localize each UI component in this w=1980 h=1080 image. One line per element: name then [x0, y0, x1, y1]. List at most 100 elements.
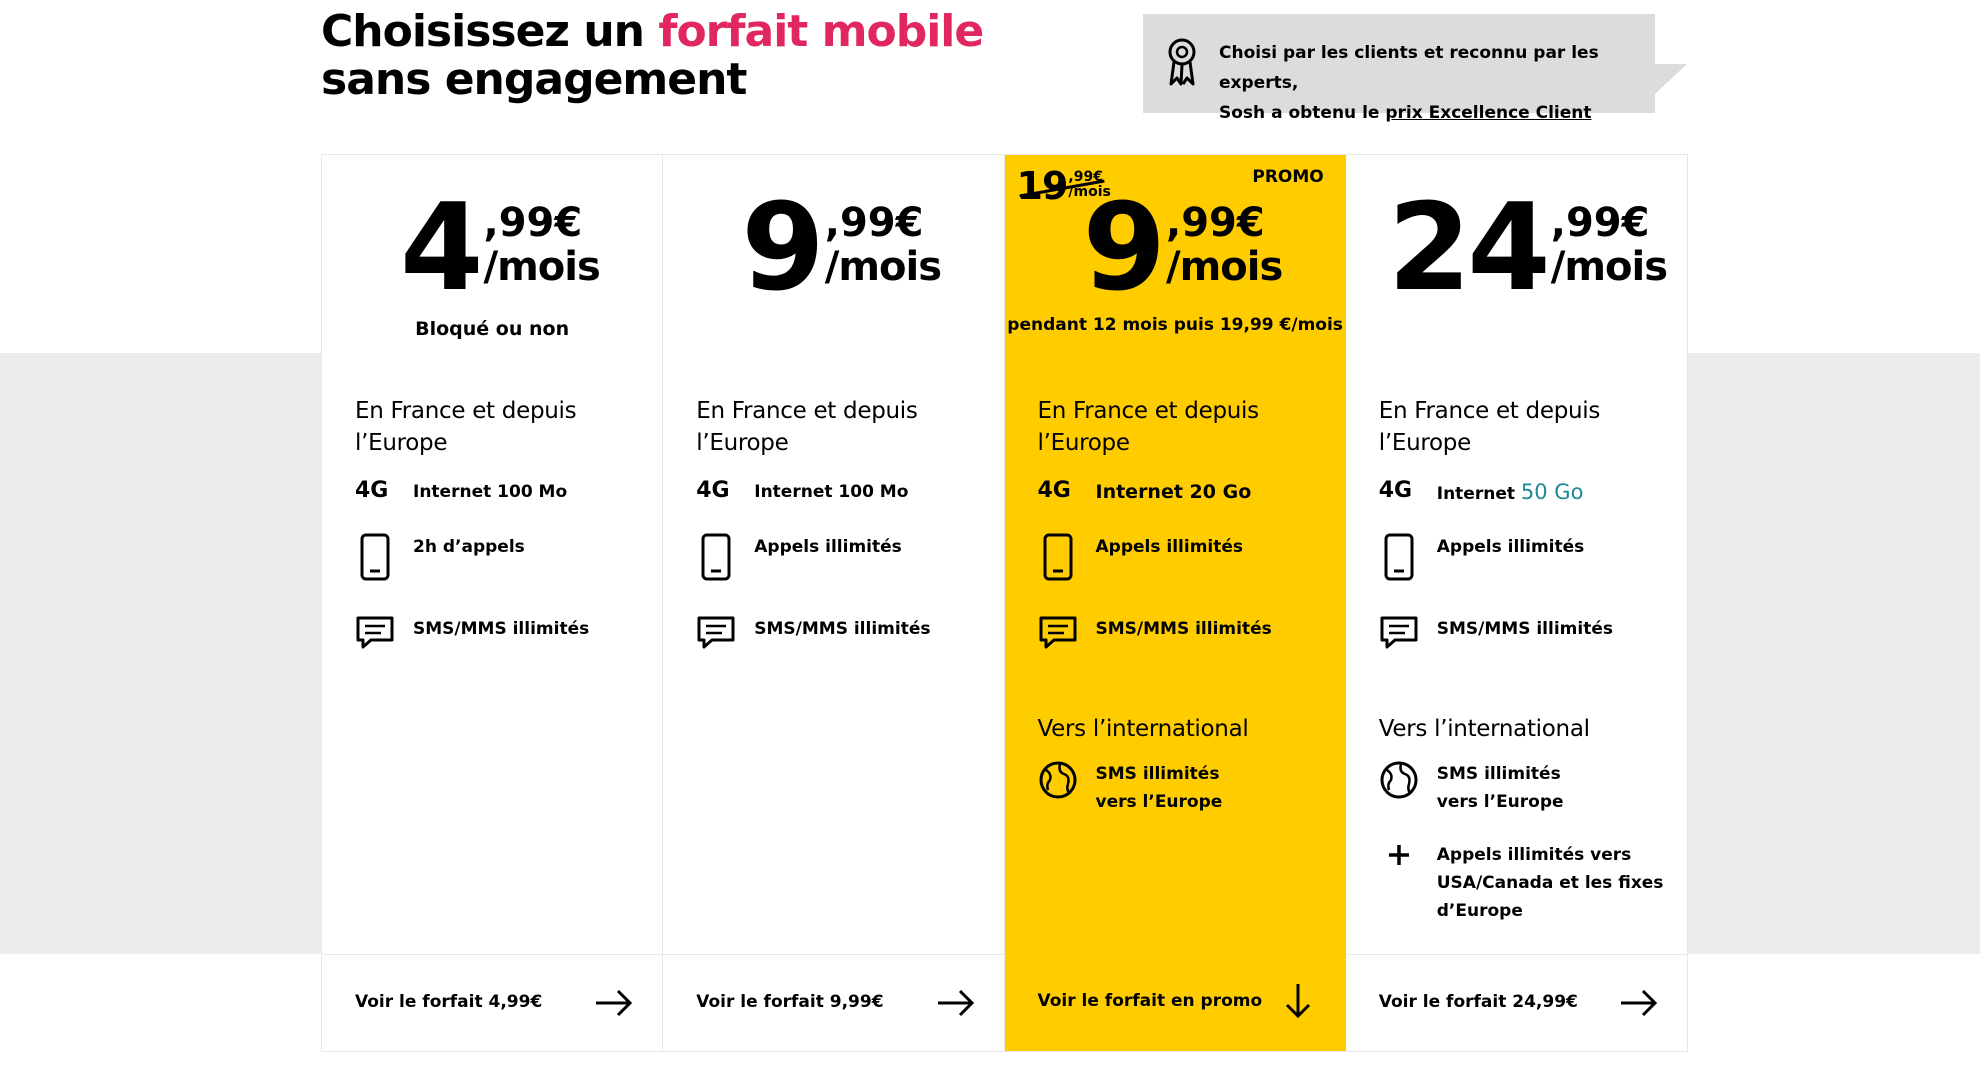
see-plan-promo-button[interactable]: Voir le forfait en promo — [1005, 954, 1346, 1051]
see-plan-9-99-button[interactable]: Voir le forfait 9,99€ — [663, 954, 1004, 1051]
feature-internet: 4G Internet 50 Go — [1379, 478, 1669, 508]
chat-bubble-icon — [1038, 615, 1078, 665]
internet-text: Internet 100 Mo — [754, 482, 909, 502]
promo-badge: PROMO — [1252, 167, 1324, 187]
price-subtitle: pendant 12 mois puis 19,99 €/mois — [1007, 315, 1343, 335]
calls-text: Appels illimités — [1095, 537, 1244, 557]
feature-sms: SMS/MMS illimités — [1379, 615, 1669, 665]
title-accent: forfait mobile — [658, 6, 984, 57]
cta-label: Voir le forfait en promo — [1037, 991, 1263, 1011]
award-text: Choisi par les clients et reconnu par le… — [1219, 38, 1649, 128]
price-integer: 9 — [741, 179, 824, 318]
cta-label: Voir le forfait 4,99€ — [355, 992, 543, 1012]
feature-calls: Appels illimités — [696, 533, 986, 583]
internet-value: 20 Go — [1189, 481, 1252, 503]
price: 9 ,99€ /mois — [1005, 189, 1346, 309]
arrow-right-icon — [937, 989, 974, 1017]
intl-calls-text: Appels illimités vers USA/Canada et les … — [1436, 845, 1664, 921]
feature-calls: Appels illimités — [1038, 533, 1328, 583]
section-france-europe: En France et depuis l’Europe — [696, 398, 918, 456]
price-period: /mois — [1550, 244, 1668, 290]
smartphone-icon — [1379, 533, 1419, 583]
feature-sms: SMS/MMS illimités — [1038, 615, 1328, 665]
internet-value: 50 Go — [1520, 480, 1584, 504]
plan-card-4-99: 4 ,99€ /mois Bloqué ou non En France et … — [322, 155, 664, 1051]
see-plan-24-99-button[interactable]: Voir le forfait 24,99€ — [1345, 954, 1687, 1051]
old-price-integer: 19 — [1016, 164, 1069, 208]
award-banner: Choisi par les clients et reconnu par le… — [1143, 14, 1655, 123]
feature-calls: 2h d’appels — [355, 533, 645, 583]
internet-text: Internet 50 Go — [1436, 480, 1584, 504]
sms-text: SMS/MMS illimités — [413, 619, 590, 639]
intl-sms-text: SMS illimités vers l’Europe — [1095, 764, 1223, 812]
network-4g-label: 4G — [355, 478, 389, 503]
arrow-right-icon — [1621, 989, 1658, 1017]
award-banner-fold — [1655, 64, 1687, 94]
section-france-europe: En France et depuis l’Europe — [355, 398, 577, 456]
price-decimal: ,99€ — [824, 200, 924, 246]
internet-value: 100 Mo — [838, 482, 909, 502]
smartphone-icon — [1038, 533, 1078, 583]
section-france-europe: En France et depuis l’Europe — [1378, 398, 1601, 456]
price-subtitle: Bloqué ou non — [415, 318, 570, 340]
price: 9 ,99€ /mois — [663, 189, 1003, 309]
award-line2-prefix: Sosh a obtenu le — [1219, 103, 1386, 123]
smartphone-icon — [355, 533, 395, 583]
feature-sms: SMS/MMS illimités — [355, 615, 645, 665]
feature-internet: 4G Internet 100 Mo — [696, 478, 986, 506]
feature-internet: 4G Internet 20 Go — [1038, 478, 1328, 506]
calls-text: Appels illimités — [1436, 537, 1585, 557]
old-price: 19 ,99€ /mois — [1017, 167, 1111, 205]
feature-intl-calls: Appels illimités vers USA/Canada et les … — [1379, 841, 1669, 925]
globe-icon — [1379, 760, 1419, 810]
feature-intl-sms: SMS illimités vers l’Europe — [1038, 760, 1328, 816]
chat-bubble-icon — [696, 615, 736, 665]
section-international: Vers l’international — [1378, 716, 1590, 742]
price-decimal: ,99€ — [483, 200, 583, 246]
cta-label: Voir le forfait 9,99€ — [696, 992, 884, 1012]
feature-intl-sms: SMS illimités vers l’Europe — [1379, 760, 1669, 816]
feature-sms: SMS/MMS illimités — [696, 615, 986, 665]
plan-card-promo: 19 ,99€ /mois PROMO 9 ,99€ /mois pendant… — [1004, 155, 1346, 1051]
section-france-europe: En France et depuis l’Europe — [1037, 398, 1260, 456]
plus-icon — [1379, 841, 1419, 891]
internet-value: 100 Mo — [497, 482, 568, 502]
price-decimal: ,99€ — [1166, 200, 1265, 246]
title-part1: Choisissez un — [321, 6, 659, 57]
network-4g-label: 4G — [1037, 478, 1071, 503]
chat-bubble-icon — [355, 615, 395, 665]
award-ribbon-icon — [1168, 38, 1196, 86]
price-integer: 4 — [400, 179, 483, 318]
price-period: /mois — [483, 244, 601, 290]
title-line2: sans engagement — [321, 54, 747, 105]
internet-text: Internet 20 Go — [1095, 481, 1252, 503]
award-line1: Choisi par les clients et reconnu par le… — [1219, 43, 1599, 93]
award-link[interactable]: prix Excellence Client — [1385, 103, 1592, 123]
plan-card-24-99: 24 ,99€ /mois En France et depuis l’Euro… — [1345, 155, 1687, 1051]
price: 4 ,99€ /mois — [322, 189, 662, 309]
price-period: /mois — [824, 244, 942, 290]
old-price-period: /mois — [1068, 184, 1111, 200]
price-integer: 24 — [1387, 179, 1551, 318]
calls-text: 2h d’appels — [413, 537, 525, 557]
arrow-down-icon — [1285, 984, 1310, 1019]
chat-bubble-icon — [1379, 615, 1419, 665]
network-4g-label: 4G — [696, 478, 730, 503]
see-plan-4-99-button[interactable]: Voir le forfait 4,99€ — [322, 954, 663, 1051]
page-title: Choisissez un forfait mobile sans engage… — [321, 6, 984, 105]
sms-text: SMS/MMS illimités — [1436, 619, 1613, 639]
feature-internet: 4G Internet 100 Mo — [355, 478, 645, 506]
plan-card-9-99: 9 ,99€ /mois En France et depuis l’Europ… — [663, 155, 1005, 1051]
cta-label: Voir le forfait 24,99€ — [1378, 992, 1578, 1012]
globe-icon — [1038, 760, 1078, 810]
arrow-right-icon — [596, 989, 633, 1017]
intl-sms-text: SMS illimités vers l’Europe — [1436, 764, 1564, 812]
price-period: /mois — [1166, 244, 1283, 290]
price-decimal: ,99€ — [1550, 200, 1650, 246]
sms-text: SMS/MMS illimités — [1095, 619, 1272, 639]
plans-grid: 4 ,99€ /mois Bloqué ou non En France et … — [321, 154, 1688, 1052]
price-integer: 9 — [1082, 179, 1166, 318]
network-4g-label: 4G — [1378, 478, 1413, 503]
sms-text: SMS/MMS illimités — [754, 619, 931, 639]
calls-text: Appels illimités — [754, 537, 902, 557]
